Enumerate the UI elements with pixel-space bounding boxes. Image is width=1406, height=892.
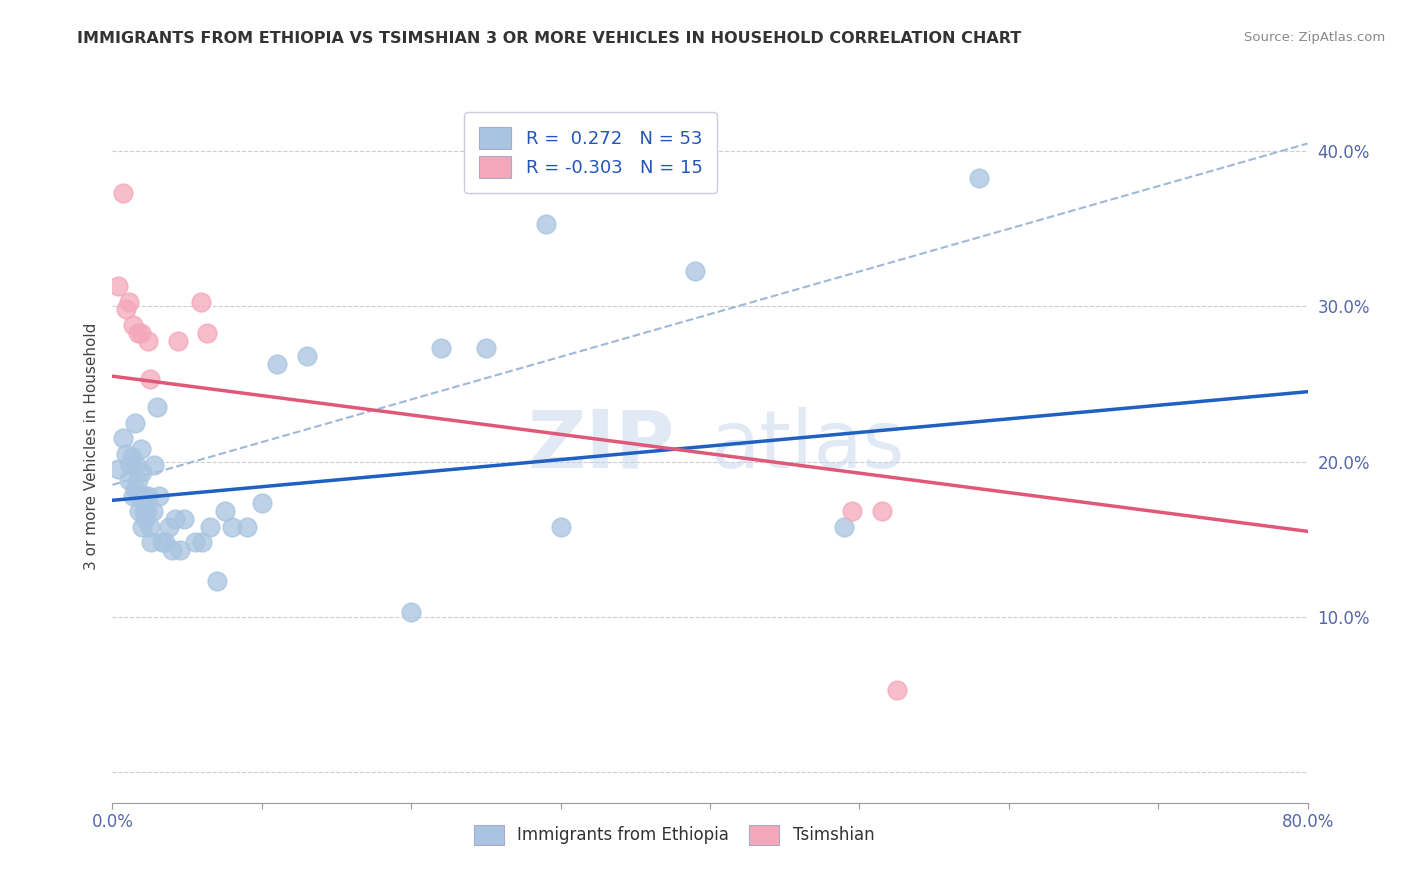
Point (550, 519, 572, 533)
Point (198, 519, 221, 533)
Point (870, 504, 893, 518)
Point (122, 318, 145, 332)
Point (683, 263, 706, 277)
Point (167, 334, 190, 348)
Point (135, 504, 157, 518)
Point (132, 504, 155, 518)
Point (205, 574, 228, 588)
Point (129, 326, 152, 340)
Point (146, 401, 169, 415)
Point (886, 682, 908, 697)
Point (173, 512, 195, 526)
Point (107, 279, 129, 293)
Point (134, 512, 156, 526)
Point (221, 519, 243, 533)
Point (841, 504, 863, 518)
Point (107, 462, 129, 476)
Point (534, 217, 557, 231)
Point (115, 302, 138, 317)
Point (475, 341, 498, 355)
Point (195, 326, 218, 340)
Point (148, 489, 170, 503)
Point (834, 519, 856, 533)
Point (121, 450, 143, 464)
Point (131, 466, 153, 480)
Point (214, 504, 236, 518)
Point (169, 543, 191, 558)
Point (191, 535, 214, 549)
Point (162, 543, 183, 558)
Point (125, 458, 148, 472)
Text: Source: ZipAtlas.com: Source: ZipAtlas.com (1244, 31, 1385, 45)
Point (138, 489, 160, 503)
Point (165, 512, 187, 526)
Point (157, 519, 180, 533)
Point (967, 170, 990, 185)
Point (401, 605, 423, 619)
Text: ZIP: ZIP (527, 407, 675, 485)
Point (153, 535, 176, 549)
Point (118, 473, 141, 487)
Point (111, 186, 134, 201)
Point (150, 535, 173, 549)
Point (250, 496, 273, 510)
Point (128, 504, 150, 518)
Point (142, 504, 165, 518)
Point (128, 489, 150, 503)
Point (111, 431, 134, 445)
Point (266, 357, 288, 371)
Point (129, 489, 152, 503)
Point (143, 458, 166, 472)
Point (134, 489, 156, 503)
Point (127, 326, 149, 340)
Point (115, 447, 138, 461)
Point (430, 341, 453, 355)
Point (118, 294, 141, 309)
Text: IMMIGRANTS FROM ETHIOPIA VS TSIMSHIAN 3 OR MORE VEHICLES IN HOUSEHOLD CORRELATIO: IMMIGRANTS FROM ETHIOPIA VS TSIMSHIAN 3 … (77, 31, 1022, 46)
Text: atlas: atlas (710, 407, 904, 485)
Point (141, 535, 163, 549)
Point (127, 473, 149, 487)
Point (236, 519, 259, 533)
Point (139, 519, 162, 533)
Point (190, 294, 212, 309)
Point (295, 349, 318, 363)
Point (139, 372, 162, 386)
Point (129, 442, 152, 456)
Point (124, 483, 146, 497)
Point (138, 334, 160, 348)
Point (122, 489, 145, 503)
Point (120, 458, 142, 472)
Legend: Immigrants from Ethiopia, Tsimshian: Immigrants from Ethiopia, Tsimshian (467, 818, 882, 852)
Y-axis label: 3 or more Vehicles in Household: 3 or more Vehicles in Household (83, 322, 98, 570)
Point (131, 519, 153, 533)
Point (183, 535, 205, 549)
Point (124, 416, 146, 430)
